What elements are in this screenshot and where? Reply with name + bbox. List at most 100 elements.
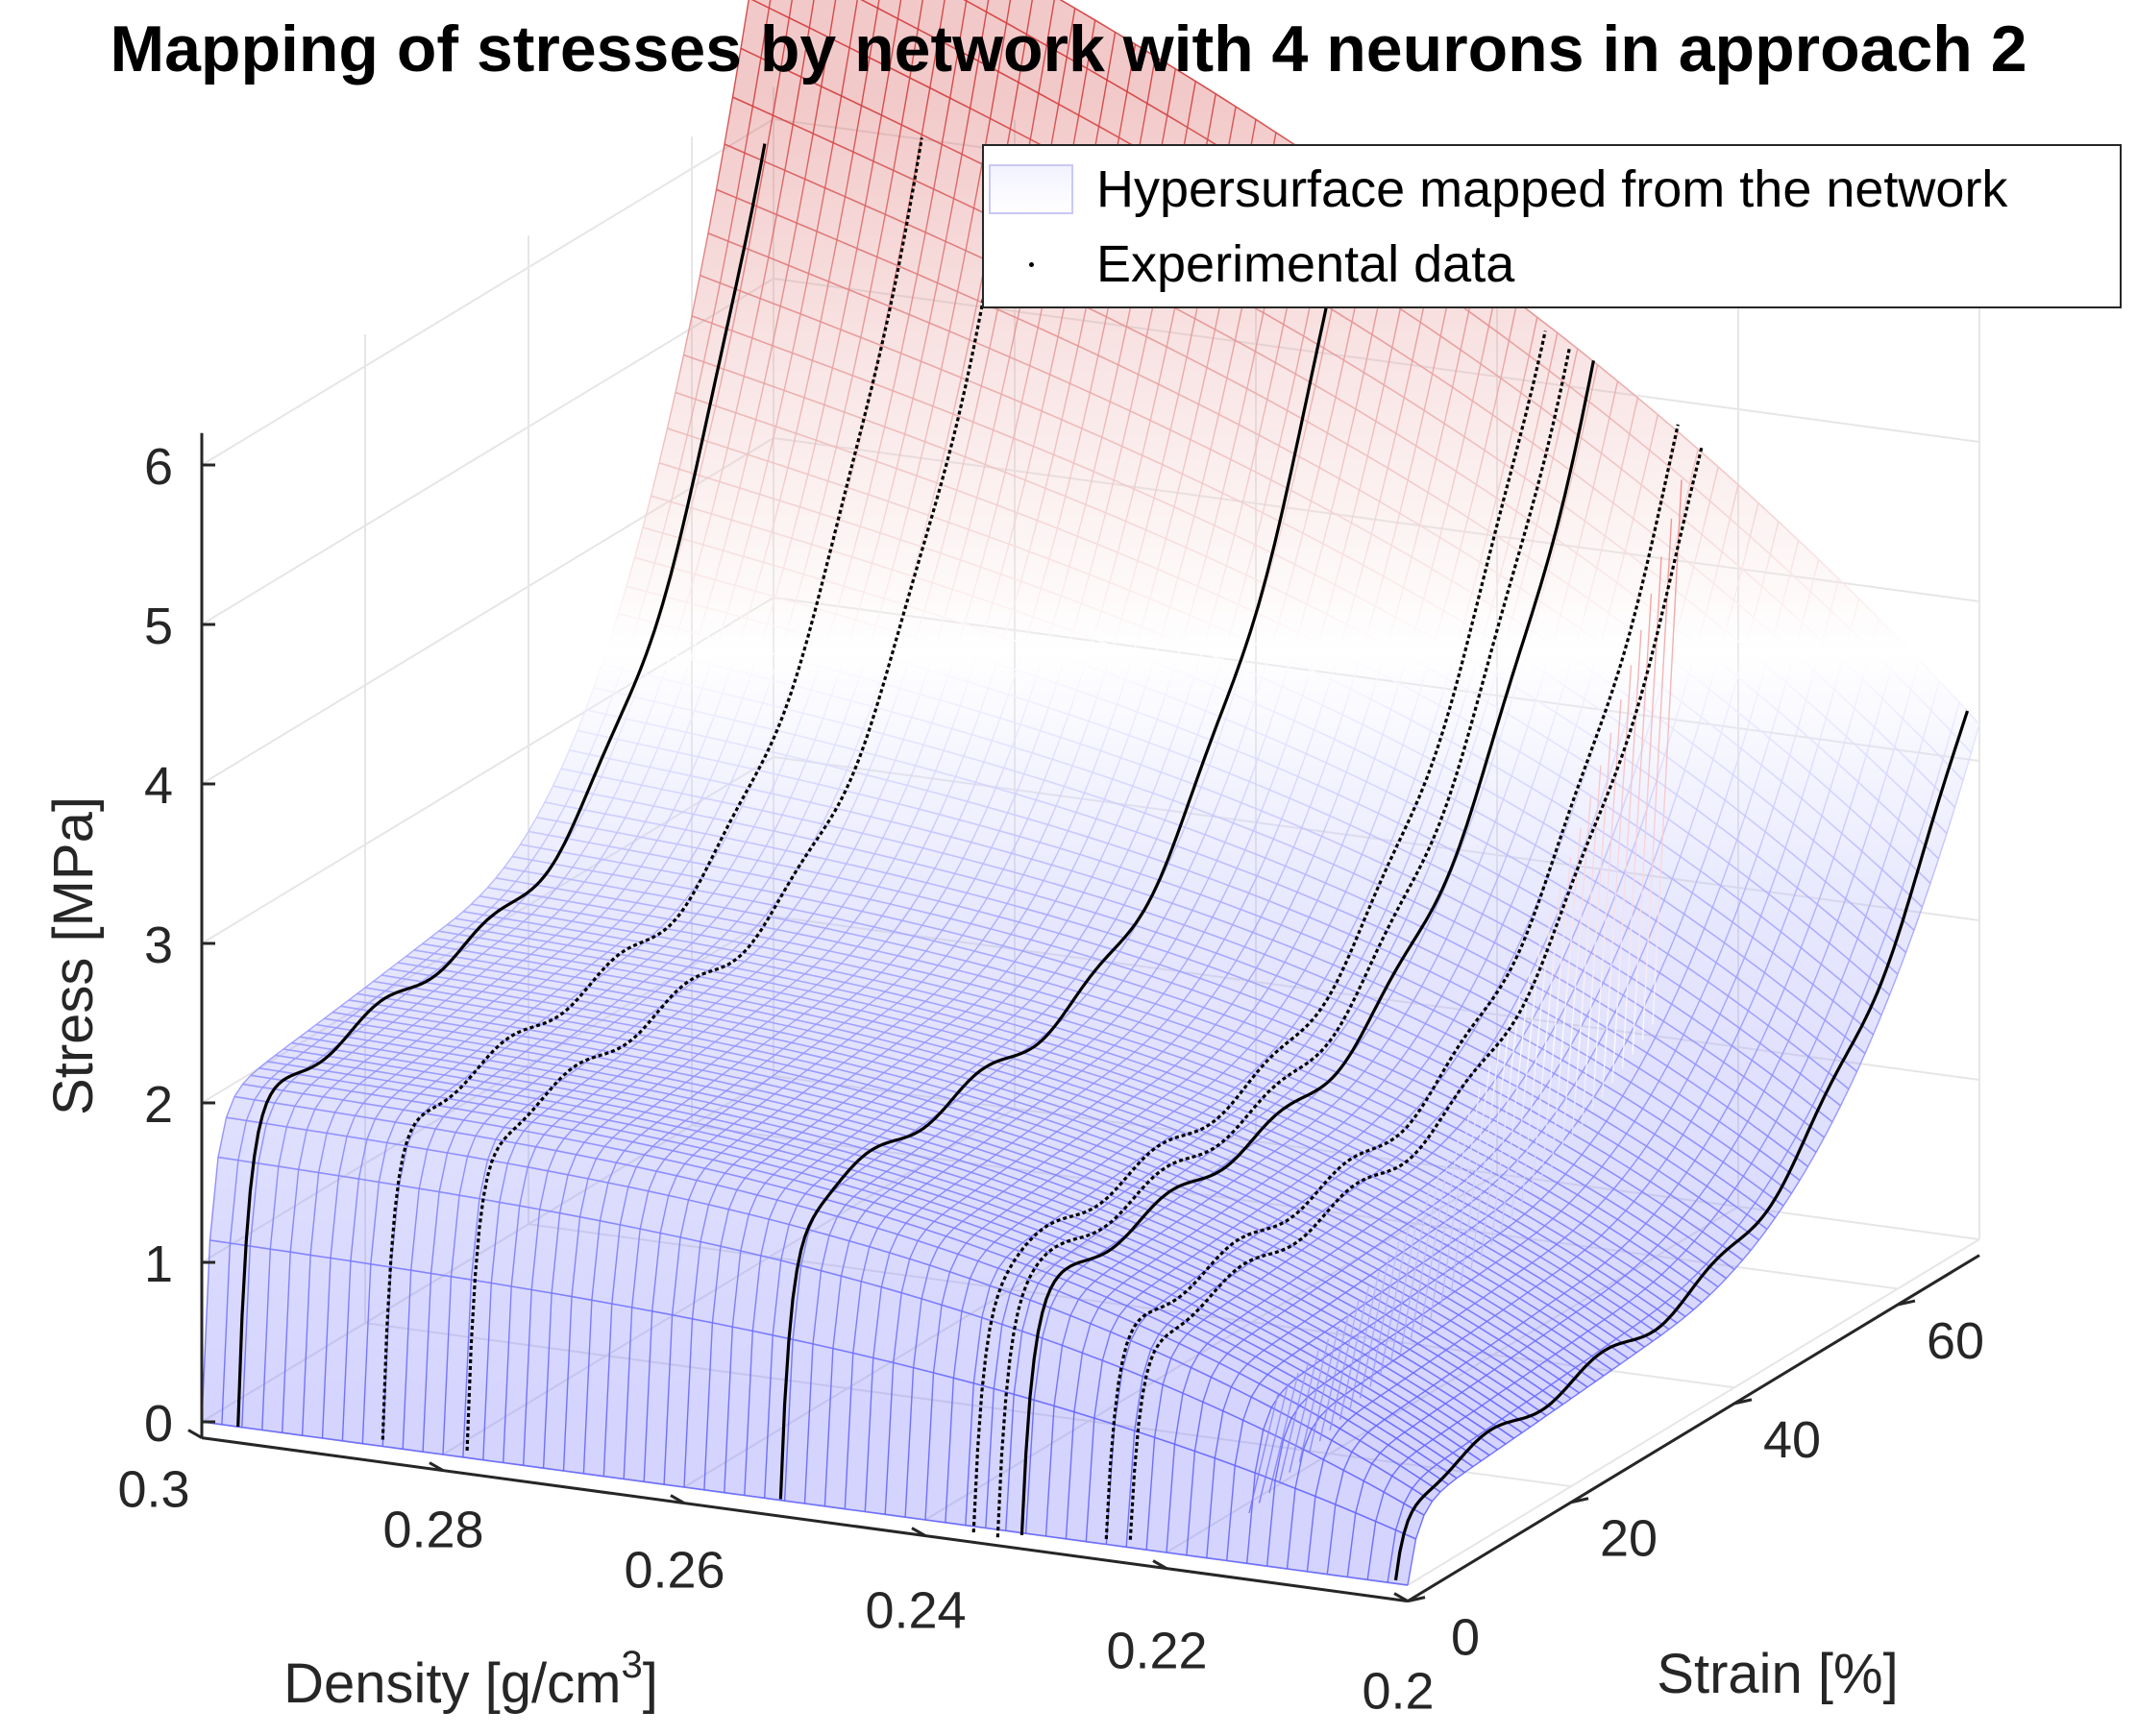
legend-item-data: Experimental data — [984, 231, 1514, 298]
x-tick-label-5: 0.2 — [1362, 1663, 1434, 1721]
x-axis-line — [201, 1436, 1409, 1603]
fin-line-19 — [1439, 1110, 1471, 1307]
fin-line-7 — [1318, 1313, 1350, 1442]
z-tick-label-6: 6 — [144, 438, 173, 496]
surface-density-line-15 — [503, 8, 1076, 1463]
fin-line-32 — [1571, 765, 1602, 1140]
surface-density-line-50 — [1206, 521, 1780, 1558]
surface-strip-61 — [700, 232, 1914, 953]
surface-density-line-3 — [261, 0, 815, 1430]
x-tick-label-4: 0.22 — [1106, 1623, 1207, 1680]
experimental-curve-9 — [1393, 710, 1970, 1581]
surface-density-line-12 — [442, 0, 1012, 1455]
surface-density-line-41 — [1024, 364, 1599, 1534]
experimental-curve-5 — [995, 348, 1571, 1538]
fin-line-4 — [1289, 1350, 1319, 1473]
fin-line-9 — [1339, 1285, 1370, 1420]
grid-line-z-left-6 — [201, 118, 774, 466]
fin-line-29 — [1540, 857, 1572, 1181]
surface-density-line-23 — [663, 106, 1237, 1485]
experimental-curve-3 — [778, 184, 1354, 1500]
fin-line-13 — [1379, 1223, 1411, 1377]
experimental-curve-1 — [381, 137, 923, 1440]
fin-line-1 — [1258, 1382, 1290, 1504]
x-axis-label: Density [g/cm3] — [283, 1644, 658, 1715]
surface-density-line-11 — [422, 0, 990, 1453]
surface-density-line-51 — [1226, 540, 1800, 1561]
z-tick-label-5: 5 — [144, 598, 173, 655]
surface-strip-59 — [683, 315, 1898, 995]
chart-title: Mapping of stresses by network with 4 ne… — [110, 12, 2027, 86]
y-tick-label-0: 0 — [1451, 1609, 1480, 1667]
z-tick-label-4: 4 — [144, 757, 173, 815]
surface-strip-56 — [659, 428, 1874, 1054]
z-tick-label-1: 1 — [144, 1235, 173, 1293]
surface-strip-65 — [732, 48, 1947, 859]
surface-strip-57 — [667, 392, 1881, 1036]
surface-density-line-0 — [201, 0, 749, 1423]
surface-strip-66 — [741, 0, 1955, 834]
surface-density-line-42 — [1044, 380, 1619, 1537]
y-axis-label: Strain [%] — [1657, 1643, 1898, 1705]
axes — [200, 432, 1980, 1603]
fin-line-15 — [1399, 1188, 1431, 1354]
experimental-curve-6 — [1019, 359, 1595, 1535]
surface-strip-2 — [218, 1117, 1433, 1516]
fin-line-28 — [1531, 886, 1561, 1194]
surface-density-line-35 — [904, 271, 1478, 1518]
x-axis-label-main: Density [g/cm — [283, 1652, 621, 1715]
surface-density-line-38 — [965, 317, 1538, 1526]
surface-density-line-52 — [1246, 559, 1820, 1564]
fin-line-22 — [1470, 1042, 1501, 1270]
fin-line-5 — [1298, 1338, 1330, 1463]
fin-line-11 — [1359, 1256, 1390, 1399]
surface-strip-64 — [725, 97, 1939, 884]
surface-density-line-4 — [282, 0, 837, 1433]
fin-line-35 — [1601, 665, 1633, 1098]
surface-density-line-53 — [1265, 578, 1840, 1567]
x-tick-mark-3 — [911, 1527, 926, 1537]
legend-label-surface: Hypersurface mapped from the network — [1096, 160, 2008, 218]
fin-line-8 — [1329, 1300, 1360, 1431]
fin-line-36 — [1611, 629, 1642, 1084]
fin-line-6 — [1309, 1326, 1339, 1453]
fin-line-31 — [1560, 796, 1592, 1154]
surface-density-line-47 — [1145, 466, 1719, 1551]
surface-density-line-26 — [724, 145, 1297, 1493]
surface-strip-63 — [716, 143, 1930, 908]
surface-density-line-25 — [703, 132, 1277, 1490]
surface-density-line-7 — [341, 0, 902, 1441]
surface-density-line-27 — [744, 159, 1317, 1496]
experimental-curve-4 — [971, 330, 1547, 1533]
surface-density-line-58 — [1366, 680, 1940, 1580]
y-tick-label-1: 20 — [1600, 1510, 1658, 1568]
fin-line-0 — [1248, 1393, 1279, 1514]
fin-line-21 — [1460, 1065, 1491, 1283]
x-axis-label-tail: ] — [643, 1652, 658, 1715]
fin-line-3 — [1278, 1361, 1310, 1483]
surface-density-line-60 — [1407, 723, 1980, 1586]
surface-strip-55 — [651, 462, 1865, 1072]
z-tick-label-0: 0 — [144, 1395, 173, 1453]
surface-density-line-56 — [1326, 639, 1900, 1575]
y-tick-mark-0 — [1407, 1596, 1426, 1603]
surface-density-line-36 — [924, 286, 1498, 1521]
y-tick-mark-2 — [1733, 1398, 1753, 1406]
x-axis-label-sup: 3 — [621, 1644, 642, 1686]
surface-density-line-33 — [864, 242, 1437, 1512]
surface-density-line-46 — [1125, 449, 1699, 1548]
x-tick-mark-2 — [670, 1494, 685, 1504]
y-tick-label-2: 40 — [1763, 1411, 1821, 1469]
fin-line-23 — [1480, 1018, 1511, 1258]
surface-density-line-8 — [361, 0, 923, 1444]
x-tick-mark-4 — [1152, 1559, 1167, 1570]
fin-line-18 — [1430, 1130, 1461, 1319]
legend-swatch-surface — [989, 164, 1073, 214]
grid-line-z-left-5 — [201, 278, 774, 625]
surface-density-line-18 — [562, 43, 1137, 1472]
surface-density-line-59 — [1387, 701, 1960, 1583]
legend-item-surface: Hypersurface mapped from the network — [984, 156, 2007, 223]
legend-marker-dot — [989, 239, 1073, 289]
